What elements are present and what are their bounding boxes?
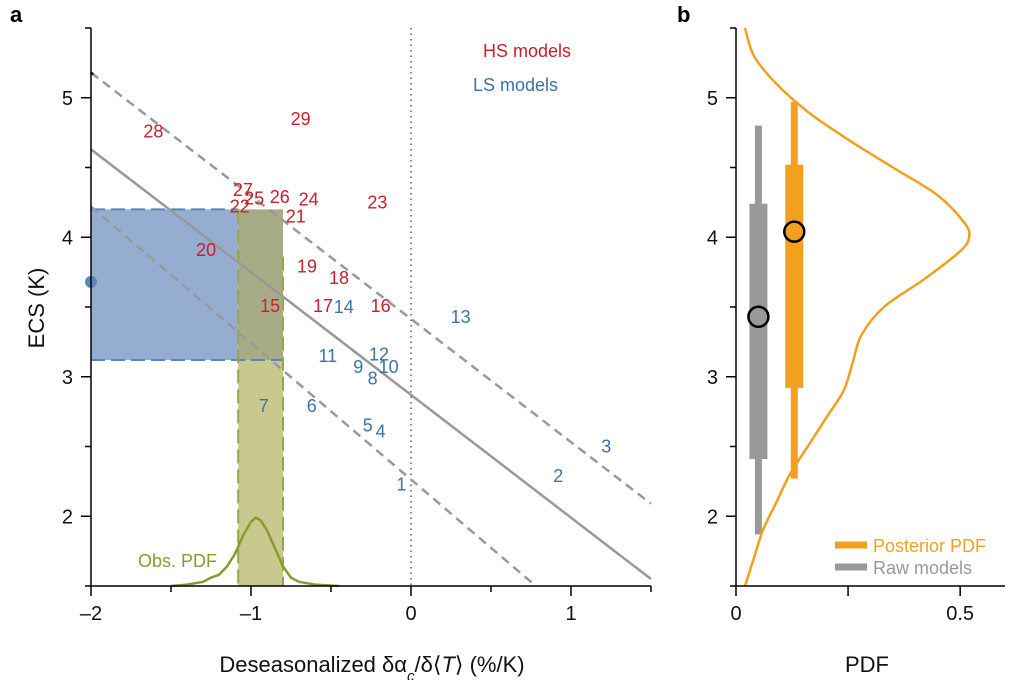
model-point-16: 16 — [371, 296, 391, 316]
legend-posterior-pdf: Posterior PDF — [873, 536, 986, 556]
x-axis-title-a: Deseasonalized δαc/δ⟨T⟩ (%/K) — [219, 652, 524, 680]
model-point-21: 21 — [286, 206, 306, 226]
model-point-4: 4 — [376, 421, 386, 441]
x-tick-label-a: 1 — [565, 603, 576, 625]
y-tick-label-b: 3 — [707, 367, 718, 389]
legend-ls-models: LS models — [473, 75, 558, 95]
posterior-iqr-box — [785, 164, 804, 388]
model-point-2: 2 — [553, 466, 563, 486]
legend-raw-models: Raw models — [873, 558, 972, 578]
model-point-5: 5 — [363, 416, 373, 436]
y-tick-label-a: 2 — [62, 506, 73, 528]
x-tick-label-a: –2 — [80, 603, 102, 625]
model-point-9: 9 — [353, 357, 363, 377]
panel-b-letter: b — [677, 2, 690, 27]
obs-pdf-label: Obs. PDF — [138, 551, 217, 571]
panel-b: b 2 3 4 5 0 0.5 Posterior PDF Raw models PDF — [677, 2, 1005, 677]
x-axis-title-main: Deseasonalized δα — [219, 652, 407, 677]
x-tick-label-a: 0 — [405, 603, 416, 625]
observational-constraint — [85, 208, 284, 586]
x-axis-title-mid: /δ⟨ — [415, 652, 442, 677]
regression-lines — [90, 71, 652, 587]
model-point-17: 17 — [313, 296, 333, 316]
model-point-7: 7 — [259, 396, 269, 416]
legend-hs-models: HS models — [483, 41, 571, 61]
posterior-median-marker — [783, 220, 806, 243]
x-axis-title-sub: c — [407, 668, 415, 680]
model-point-22: 22 — [230, 197, 250, 217]
model-point-25: 25 — [244, 188, 264, 208]
model-point-1: 1 — [396, 474, 406, 494]
x-tick-label-b: 0 — [730, 603, 741, 625]
model-point-12: 12 — [369, 345, 389, 365]
overlap-band — [238, 209, 283, 361]
model-point-11: 11 — [318, 346, 337, 366]
model-point-20: 20 — [196, 240, 216, 260]
y-tick-label-a: 3 — [62, 367, 73, 389]
model-point-26: 26 — [270, 187, 290, 207]
model-point-15: 15 — [260, 296, 280, 316]
obs-pdf-group: Obs. PDF — [138, 516, 340, 588]
y-tick-label-a: 4 — [62, 227, 73, 249]
model-point-6: 6 — [307, 396, 317, 416]
model-point-24: 24 — [299, 190, 319, 210]
axes-b: 2 3 4 5 0 0.5 — [707, 27, 1005, 625]
regression-line — [90, 148, 652, 581]
raw-models-median-marker — [747, 305, 770, 329]
y-tick-label-b: 4 — [707, 227, 718, 249]
x-axis-title-end: ⟩ (%/K) — [455, 652, 525, 677]
ecs-constraint-band — [91, 209, 239, 361]
y-tick-label-b: 5 — [707, 88, 718, 110]
model-point-8: 8 — [368, 368, 378, 388]
x-axis-title-t: T — [441, 652, 456, 677]
model-point-19: 19 — [297, 257, 317, 277]
model-point-23: 23 — [367, 193, 387, 213]
confidence-bound-2 — [90, 205, 537, 587]
model-point-28: 28 — [143, 121, 163, 141]
raw-models-iqr-box — [749, 203, 768, 460]
model-point-29: 29 — [291, 109, 311, 129]
posterior-pdf-curve — [743, 27, 971, 587]
box-plots — [747, 101, 806, 535]
model-point-13: 13 — [451, 307, 471, 327]
obs-pdf-curve — [170, 516, 340, 588]
panel-a-letter: a — [10, 2, 23, 27]
y-tick-label-a: 5 — [62, 88, 73, 110]
confidence-bound-1 — [90, 71, 652, 505]
model-point-27: 27 — [233, 180, 253, 200]
model-point-10: 10 — [379, 357, 399, 377]
model-point-14: 14 — [334, 297, 354, 317]
x-tick-label-b: 0.5 — [946, 603, 974, 625]
y-axis-title-a: ECS (K) — [24, 268, 49, 349]
y-tick-label-b: 2 — [707, 506, 718, 528]
model-point-18: 18 — [329, 268, 349, 288]
model-point-3: 3 — [601, 437, 611, 457]
x-tick-label-a: –1 — [240, 603, 262, 625]
x-axis-title-b: PDF — [845, 652, 889, 677]
